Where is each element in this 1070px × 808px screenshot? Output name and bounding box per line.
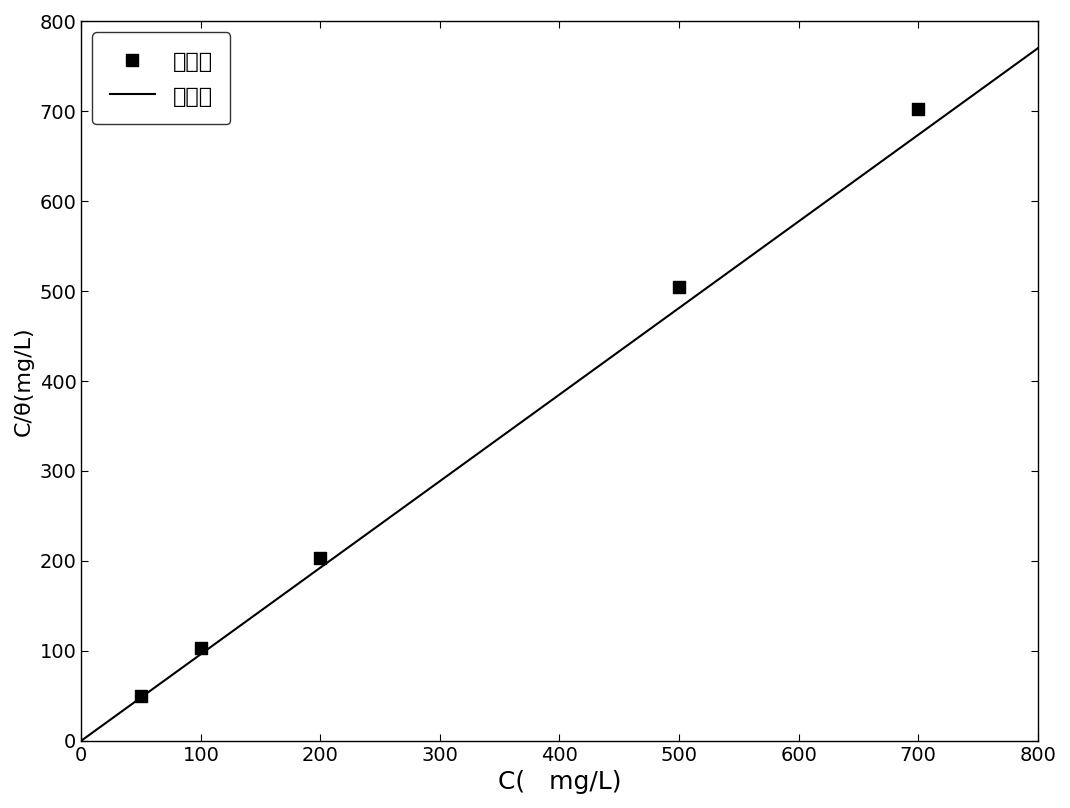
缓蚀剂 xyxy=(910,102,927,115)
Y-axis label: C/θ(mg/L): C/θ(mg/L) xyxy=(14,326,34,436)
X-axis label: C(   mg/L): C( mg/L) xyxy=(498,770,622,794)
缓蚀剂 xyxy=(193,642,210,654)
缓蚀剂 xyxy=(133,689,150,702)
缓蚀剂 xyxy=(671,280,688,293)
缓蚀剂 xyxy=(311,552,328,565)
Legend: 缓蚀剂, 拟合线: 缓蚀剂, 拟合线 xyxy=(92,32,230,124)
